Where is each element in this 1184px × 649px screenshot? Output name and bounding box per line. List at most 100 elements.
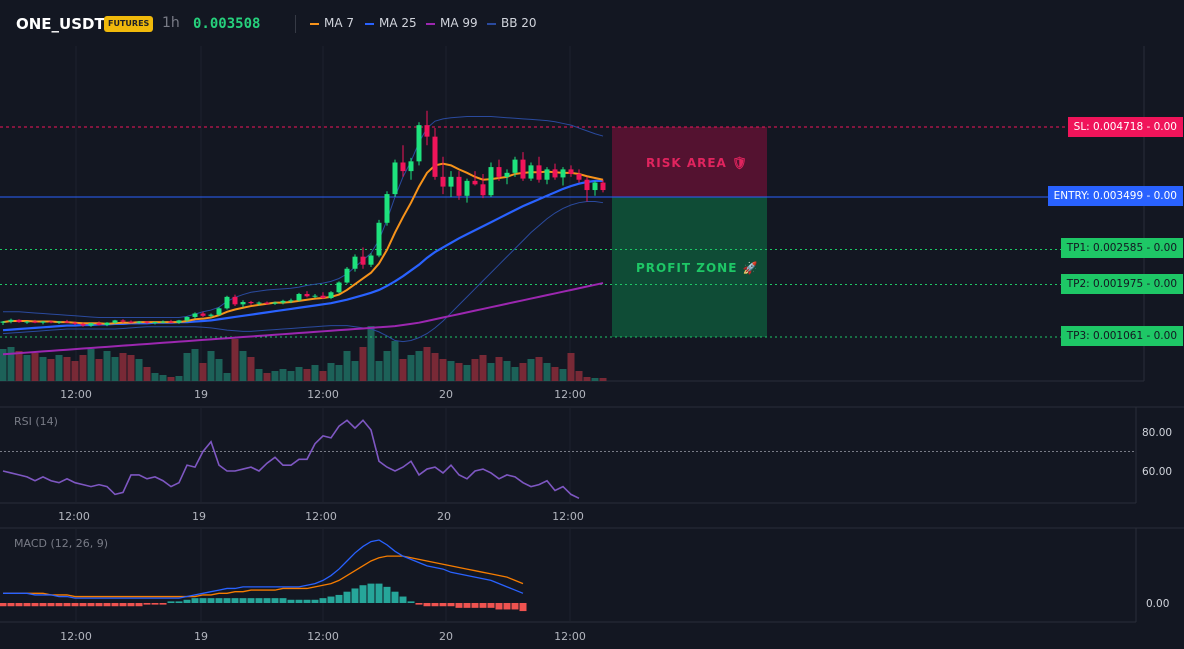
x-tick-label-2-4: 12:00: [554, 630, 586, 643]
candle-body: [400, 162, 406, 172]
macd-histogram-bar: [231, 598, 239, 603]
candle-body: [528, 165, 534, 179]
candle-body: [312, 295, 318, 297]
candle-body: [408, 161, 414, 172]
volume-bar: [463, 365, 471, 381]
volume-bar: [479, 355, 487, 381]
x-tick-label-1-2: 12:00: [305, 510, 337, 523]
candle-body: [544, 169, 550, 180]
x-tick-label-0-1: 19: [194, 388, 208, 401]
x-tick-label-0-0: 12:00: [60, 388, 92, 401]
candle-body: [456, 176, 462, 196]
volume-bar: [295, 367, 303, 381]
volume-bar: [183, 353, 191, 381]
profit-zone: [612, 197, 767, 337]
macd-histogram-bar: [319, 598, 327, 603]
macd-histogram-bar: [471, 603, 479, 608]
macd-histogram-bar: [191, 598, 199, 603]
macd-histogram-bar: [151, 603, 159, 605]
volume-bar: [199, 363, 207, 381]
macd-histogram-bar: [439, 603, 447, 607]
volume-bar: [519, 363, 527, 381]
rsi-line: [2, 419, 580, 500]
candle-body: [352, 256, 358, 269]
chart-header: ONE_USDT FUTURES 1h 0.003508 MA 7 MA 25 …: [0, 0, 1184, 46]
volume-bar: [39, 357, 47, 381]
macd-histogram-bar: [63, 603, 71, 607]
volume-bar: [599, 378, 607, 381]
volume-bar: [231, 339, 239, 381]
macd-histogram-bar: [503, 603, 511, 610]
ma7-line: [2, 162, 604, 325]
volume-bar: [175, 376, 183, 381]
candle-body: [216, 308, 222, 315]
candle-body: [320, 295, 326, 299]
candle-body: [96, 323, 102, 325]
volume-bar: [511, 367, 519, 381]
candle-body: [376, 222, 382, 256]
x-tick-label-2-3: 20: [439, 630, 453, 643]
candle-body: [472, 180, 478, 185]
candle-body: [136, 321, 142, 323]
candle-body: [536, 165, 542, 180]
timeframe-label[interactable]: 1h: [162, 15, 180, 31]
legend-ma99[interactable]: MA 99: [426, 16, 478, 30]
ma99-swatch: [426, 22, 435, 25]
candle-body: [48, 321, 54, 323]
volume-bar: [423, 347, 431, 381]
candle-body: [368, 255, 374, 265]
candle-body: [112, 320, 118, 323]
macd-histogram-bar: [367, 583, 375, 603]
volume-bar: [287, 371, 295, 381]
volume-bar: [95, 359, 103, 381]
volume-bar: [359, 347, 367, 381]
candle-body: [464, 180, 470, 196]
candle-body: [520, 159, 526, 179]
macd-histogram-bar: [55, 603, 63, 607]
legend-ma25[interactable]: MA 25: [365, 16, 417, 30]
volume-bar: [391, 341, 399, 381]
candle-body: [176, 320, 182, 323]
macd-histogram-bar: [127, 603, 135, 607]
legend-ma7[interactable]: MA 7: [310, 16, 354, 30]
macd-histogram-bar: [359, 585, 367, 603]
candle-body: [240, 302, 246, 305]
symbol-name[interactable]: ONE_USDT: [16, 15, 105, 33]
candle-body: [304, 293, 310, 297]
macd-histogram-bar: [223, 598, 231, 603]
candle-body: [80, 323, 86, 326]
x-tick-label-1-0: 12:00: [58, 510, 90, 523]
ma25-line: [2, 179, 603, 332]
macd-histogram-bar: [47, 603, 55, 607]
candle-body: [184, 316, 190, 321]
macd-histogram-bar: [455, 603, 463, 608]
candle-body: [200, 313, 206, 316]
risk-area-label: RISK AREA 🛡: [646, 156, 749, 170]
x-tick-label-2-2: 12:00: [307, 630, 339, 643]
candle-body: [104, 322, 110, 325]
volume-bar: [559, 369, 567, 381]
macd-histogram-bar: [7, 603, 15, 607]
candle-body: [600, 182, 606, 191]
macd-y-tick-0: 0.00: [1146, 598, 1169, 610]
macd-histogram-bar: [399, 596, 407, 603]
macd-histogram-bar: [183, 599, 191, 603]
volume-bar: [143, 367, 151, 381]
macd-histogram-bar: [143, 603, 151, 605]
volume-bar: [351, 361, 359, 381]
candle-body: [360, 256, 366, 265]
macd-histogram-bar: [271, 598, 279, 603]
tp1-price-tag: TP1: 0.002585 - 0.00: [1060, 238, 1183, 258]
candle-body: [448, 176, 454, 187]
volume-bar: [111, 357, 119, 381]
volume-bar: [407, 355, 415, 381]
macd-histogram-bar: [87, 603, 95, 607]
macd-histogram-bar: [207, 598, 215, 603]
legend-bb20[interactable]: BB 20: [487, 16, 537, 30]
volume-bar: [47, 359, 55, 381]
macd-histogram-bar: [255, 598, 263, 603]
volume-bar: [591, 378, 599, 381]
macd-histogram-bar: [111, 603, 119, 607]
macd-signal-line: [3, 555, 524, 598]
